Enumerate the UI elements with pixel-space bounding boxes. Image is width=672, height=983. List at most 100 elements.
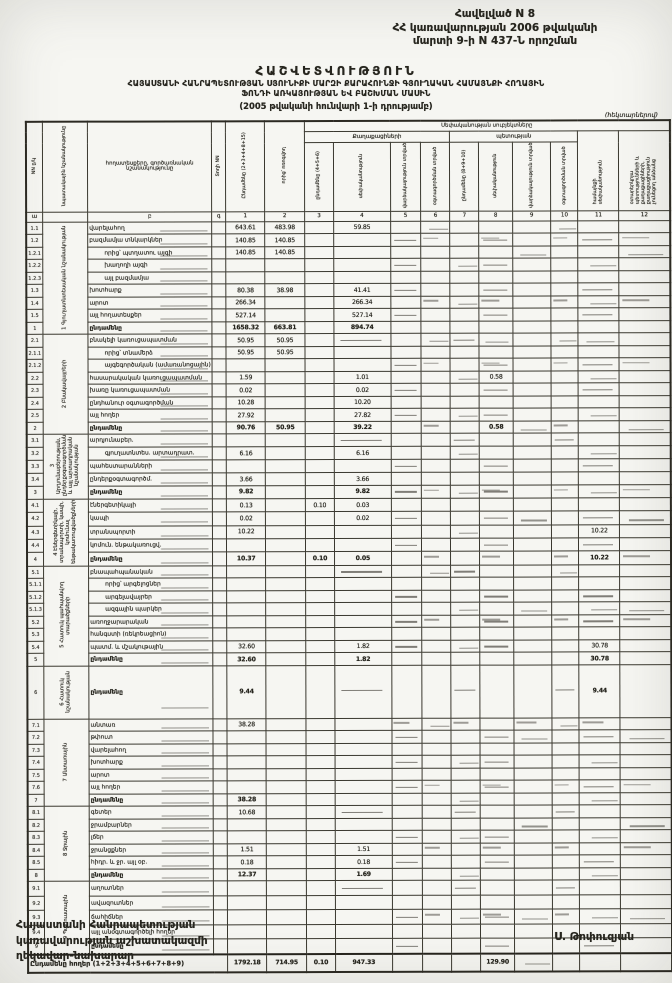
row-nn-cell xyxy=(212,565,227,579)
value-cell xyxy=(390,383,422,397)
value-cell xyxy=(619,258,671,271)
value-cell xyxy=(551,420,579,434)
row-nn-cell xyxy=(212,590,227,604)
value-cell xyxy=(335,924,393,939)
row-number: 9.1 xyxy=(27,881,45,897)
row-nn-cell xyxy=(213,731,227,744)
value-cell xyxy=(334,333,391,347)
value-cell xyxy=(552,652,580,665)
value-cell xyxy=(479,295,513,309)
category-cell: 6 Հատուկ նշանակության xyxy=(43,665,90,720)
value-cell xyxy=(480,830,515,843)
value-cell xyxy=(619,270,671,284)
value-cell xyxy=(578,510,620,525)
category-label: 8 Ջրային xyxy=(62,830,69,856)
value-cell xyxy=(390,472,422,486)
value-cell xyxy=(421,221,450,234)
row-number: 4 xyxy=(27,552,44,567)
landtype-label: ջրանցքներ xyxy=(89,843,214,857)
row-number: 5.1.2 xyxy=(27,591,44,604)
value-cell xyxy=(450,283,480,297)
value-cell xyxy=(620,804,672,818)
row-number: 3.2 xyxy=(26,447,44,461)
value-cell xyxy=(305,830,336,844)
value-cell xyxy=(479,459,514,473)
value-cell xyxy=(480,780,514,793)
value-cell xyxy=(479,433,514,447)
value-cell xyxy=(335,793,392,806)
grand-total-value xyxy=(514,953,553,972)
value-cell: 50.95 xyxy=(265,421,305,435)
value-cell xyxy=(422,924,452,939)
value-cell xyxy=(552,664,580,718)
value-cell xyxy=(578,395,620,409)
value-cell xyxy=(579,867,621,881)
value-cell xyxy=(513,664,553,718)
value-cell xyxy=(226,590,267,604)
value-cell xyxy=(333,258,391,272)
value-cell xyxy=(578,333,620,346)
value-cell: 894.74 xyxy=(334,321,391,334)
row-number: 5.1.1 xyxy=(27,578,44,592)
value-cell xyxy=(422,793,452,806)
value-cell xyxy=(334,577,392,591)
decree-line-2: մարտի 9-ի N 437-Ն որոշման xyxy=(412,35,578,48)
value-cell xyxy=(421,246,451,259)
value-cell xyxy=(421,433,451,447)
row-number: 1.4 xyxy=(26,297,43,310)
value-cell xyxy=(421,408,451,422)
value-cell xyxy=(552,627,580,640)
value-cell xyxy=(304,283,334,297)
value-cell xyxy=(390,233,422,247)
row-nn-cell xyxy=(213,856,228,869)
value-cell xyxy=(334,627,392,641)
value-cell: 39.22 xyxy=(334,421,391,434)
land-balance-table: NN ը/կ նպատակային նշանակությունը հողատես… xyxy=(24,119,672,974)
row-nn-cell xyxy=(213,768,228,782)
value-cell: 0.02 xyxy=(226,511,266,526)
value-cell xyxy=(552,639,580,653)
value-cell xyxy=(450,408,480,422)
value-cell xyxy=(513,602,552,615)
value-cell xyxy=(551,446,579,460)
value-cell xyxy=(390,258,422,272)
value-cell: 0.02 xyxy=(226,384,266,397)
value-cell xyxy=(391,843,423,856)
value-cell xyxy=(305,718,336,731)
value-cell xyxy=(579,880,621,895)
category-label: 6 Հատուկ նշանակության xyxy=(59,670,72,713)
value-cell xyxy=(451,830,481,844)
value-cell xyxy=(391,780,423,794)
value-cell xyxy=(421,358,451,372)
category-cell: 7 Անտառային xyxy=(43,718,90,807)
value-cell xyxy=(451,627,480,641)
value-cell xyxy=(305,805,336,819)
value-cell xyxy=(552,830,580,843)
value-cell xyxy=(451,780,481,794)
column-letter: 2 xyxy=(265,211,305,222)
value-cell xyxy=(479,538,514,552)
row-number: 1.2 xyxy=(26,234,43,248)
value-cell: 266.34 xyxy=(225,296,266,310)
value-cell xyxy=(450,614,480,628)
value-cell xyxy=(225,271,266,285)
row-nn-cell xyxy=(212,396,227,410)
value-cell xyxy=(513,551,552,565)
column-letter xyxy=(42,212,88,223)
header-col-11: համայնքի սեփականություն xyxy=(577,130,620,211)
value-cell xyxy=(422,665,452,719)
value-cell xyxy=(421,308,451,322)
value-cell xyxy=(266,868,307,882)
row-nn-cell xyxy=(213,881,228,896)
row-number: 7.3 xyxy=(27,744,44,757)
value-cell xyxy=(391,730,423,744)
value-cell xyxy=(391,805,423,819)
header-col-1: Ընդամենը (2+3+4+8+15) xyxy=(225,121,266,212)
landtype-label: ընդամենը xyxy=(88,665,214,719)
value-cell xyxy=(513,484,552,498)
value-cell xyxy=(552,805,580,818)
value-cell xyxy=(552,855,580,868)
row-number: 8.4 xyxy=(27,844,45,857)
value-cell xyxy=(551,408,579,421)
value-cell xyxy=(578,537,620,552)
